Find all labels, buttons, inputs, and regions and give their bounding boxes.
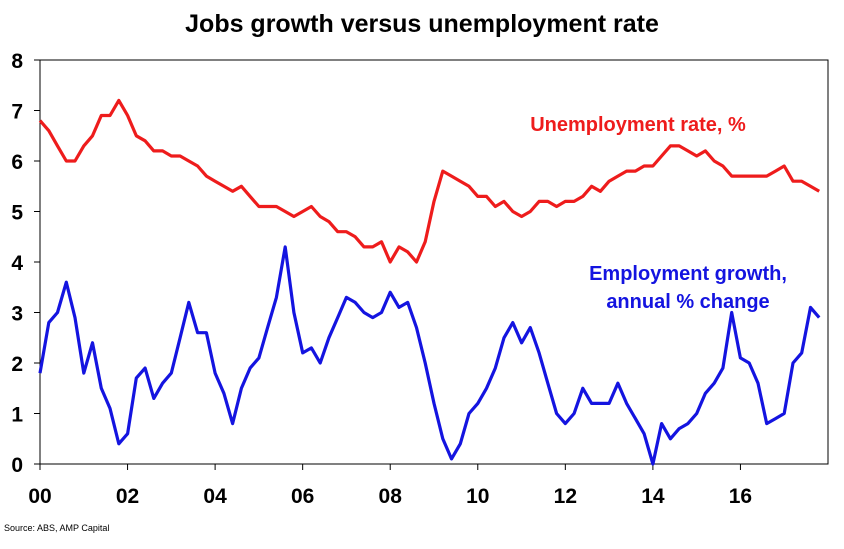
source-note: Source: ABS, AMP Capital <box>4 523 110 533</box>
x-tick-label: 08 <box>379 485 403 508</box>
x-tick-label: 16 <box>729 485 752 508</box>
x-tick-label: 12 <box>554 485 577 508</box>
x-tick-label: 10 <box>466 485 489 508</box>
employment-series-label: Employment growth, annual % change <box>589 263 787 313</box>
y-tick-label: 7 <box>11 101 23 124</box>
y-tick-label: 2 <box>11 353 23 376</box>
chart-title: Jobs growth versus unemployment rate <box>185 10 659 38</box>
x-tick-label: 00 <box>28 485 51 508</box>
x-tick-label: 14 <box>641 485 665 508</box>
y-tick-label: 0 <box>11 454 23 477</box>
unemployment-rate-line <box>38 98 820 264</box>
x-tick-label: 02 <box>116 485 139 508</box>
y-tick-label: 6 <box>11 151 23 174</box>
y-tick-label: 8 <box>11 50 23 73</box>
y-tick-label: 5 <box>11 202 23 225</box>
y-tick-label: 4 <box>11 252 23 275</box>
y-tick-label: 1 <box>11 404 23 427</box>
employment-growth-line <box>38 245 821 466</box>
x-tick-label: 06 <box>291 485 314 508</box>
unemployment-series-label: Unemployment rate, % <box>530 114 746 136</box>
y-tick-label: 3 <box>11 303 23 326</box>
x-tick-label: 04 <box>203 485 227 508</box>
